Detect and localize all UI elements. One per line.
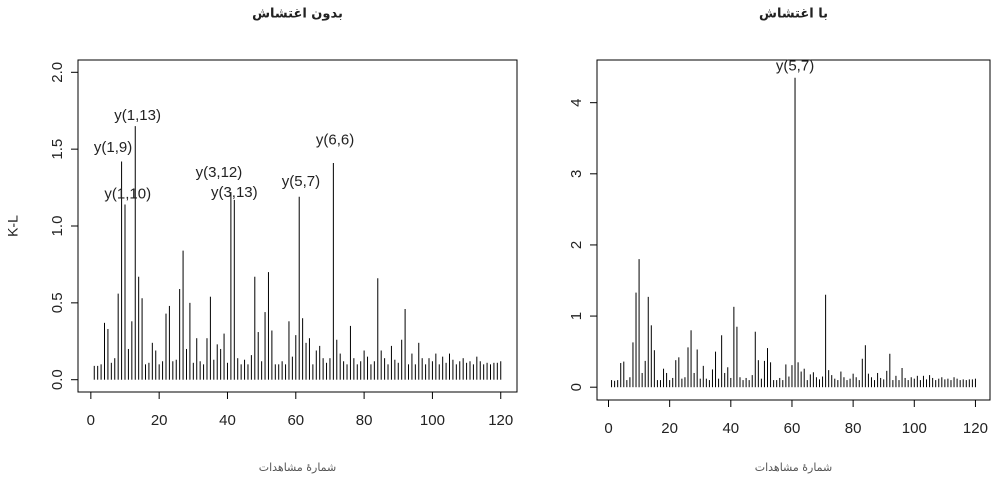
x-tick-label: 100 (902, 420, 927, 437)
chart-title: با اغتشاش (759, 7, 828, 22)
annotation: y(1,13) (114, 107, 161, 124)
y-tick-label: 1.5 (49, 139, 66, 160)
x-tick-label: 100 (420, 412, 445, 429)
x-tick-label: 120 (488, 412, 513, 429)
x-tick-label: 0 (87, 412, 95, 429)
y-tick-label: 3 (568, 170, 585, 178)
y-tick-label: 1 (568, 312, 585, 320)
x-tick-label: 80 (845, 420, 862, 437)
plot-frame (596, 59, 991, 401)
x-axis-label: شمارهٔ مشاهدات (755, 461, 833, 474)
y-tick-label: 0.5 (49, 292, 66, 313)
x-tick-label: 60 (784, 420, 801, 437)
x-tick-label: 60 (287, 412, 304, 429)
annotation: y(5,7) (282, 173, 320, 190)
annotation: y(3,12) (196, 164, 243, 181)
chart-title: بدون اغتشاش (252, 7, 343, 22)
x-tick-label: 120 (963, 420, 988, 437)
y-axis-label: K-L (5, 215, 21, 237)
annotation: y(1,10) (104, 185, 151, 202)
annotation: y(3,13) (211, 184, 258, 201)
annotation: y(5,7) (776, 58, 814, 75)
y-tick-label: 0 (568, 383, 585, 391)
x-tick-label: 20 (151, 412, 168, 429)
annotation: y(1,9) (94, 139, 132, 156)
y-tick-label: 2.0 (49, 62, 66, 83)
x-axis-label: شمارهٔ مشاهدات (259, 461, 337, 474)
y-tick-label: 0.0 (49, 369, 66, 390)
y-tick-label: 4 (568, 99, 585, 107)
y-tick-label: 1.0 (49, 216, 66, 237)
annotation: y(6,6) (316, 132, 354, 149)
x-tick-label: 0 (604, 420, 612, 437)
y-tick-label: 2 (568, 241, 585, 249)
x-tick-label: 40 (722, 420, 739, 437)
x-tick-label: 80 (356, 412, 373, 429)
x-tick-label: 40 (219, 412, 236, 429)
x-tick-label: 20 (661, 420, 678, 437)
